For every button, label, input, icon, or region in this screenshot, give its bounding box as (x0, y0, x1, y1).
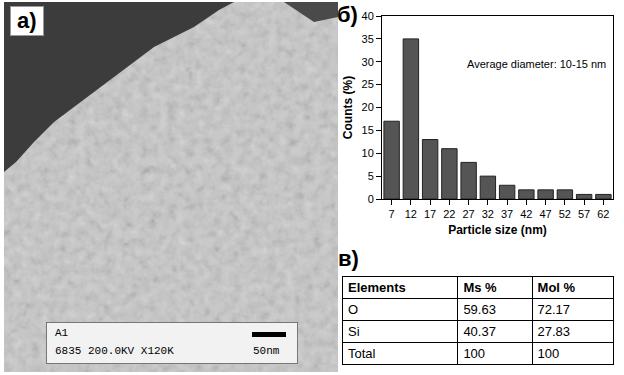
svg-text:12: 12 (405, 208, 417, 220)
svg-text:27: 27 (463, 208, 475, 220)
html-text:72.17: 72.17 (537, 302, 571, 317)
html-text:100: 100 (537, 346, 560, 361)
html-text:27.83: 27.83 (537, 324, 571, 339)
html-text:Si: Si (348, 324, 360, 339)
svg-text:47: 47 (540, 208, 552, 220)
html-text:100: 100 (463, 346, 486, 361)
svg-text:7: 7 (389, 208, 395, 220)
html-text:Elements: Elements (348, 280, 406, 295)
html-text:A1: A1 (55, 327, 69, 339)
svg-text:40: 40 (362, 10, 374, 22)
svg-text:Particle size (nm): Particle size (nm) (448, 223, 547, 237)
svg-text:32: 32 (482, 208, 494, 220)
svg-text:20: 20 (362, 101, 374, 113)
svg-text:57: 57 (578, 208, 590, 220)
svg-text:10: 10 (362, 147, 374, 159)
html-text:Ms %: Ms % (463, 280, 497, 295)
html-text:O: O (348, 302, 359, 317)
svg-text:25: 25 (362, 78, 374, 90)
svg-text:30: 30 (362, 56, 374, 68)
svg-text:37: 37 (501, 208, 513, 220)
svg-text:62: 62 (597, 208, 609, 220)
svg-text:0: 0 (368, 193, 374, 205)
svg-text:42: 42 (520, 208, 532, 220)
html-text:в): в) (338, 246, 359, 271)
html-text:6835 200.0KV X120K: 6835 200.0KV X120K (55, 345, 174, 357)
svg-text:35: 35 (362, 33, 374, 45)
svg-text:15: 15 (362, 124, 374, 136)
svg-text:5: 5 (368, 170, 374, 182)
svg-text:17: 17 (424, 208, 436, 220)
html-text:б): б) (337, 2, 358, 27)
html-text:59.63: 59.63 (463, 302, 496, 317)
svg-text:Average diameter: 10-15 nm: Average diameter: 10-15 nm (467, 58, 606, 70)
html-text:a): a) (17, 8, 37, 33)
svg-text:22: 22 (443, 208, 455, 220)
svg-text:52: 52 (559, 208, 571, 220)
html-text:Mol %: Mol % (537, 280, 576, 295)
html-text:50nm: 50nm (253, 345, 280, 357)
svg-text:Counts (%): Counts (%) (341, 76, 355, 139)
html-text:40.37: 40.37 (463, 324, 496, 339)
html-text:Total: Total (348, 346, 376, 361)
